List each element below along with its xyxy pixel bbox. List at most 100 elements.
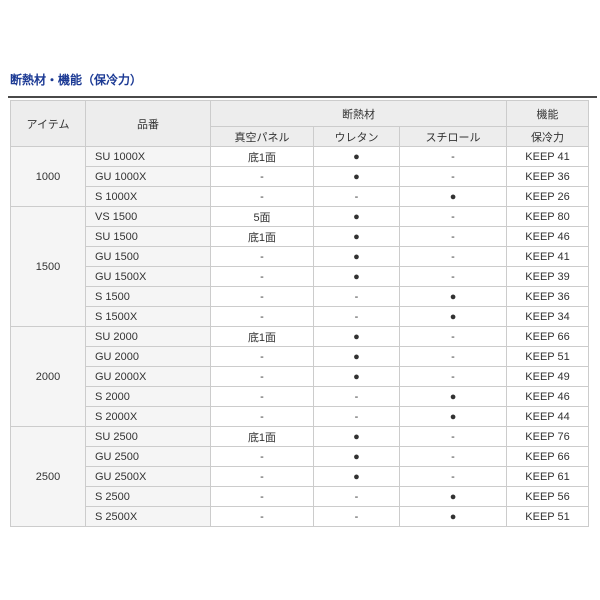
urethane-cell: ● (313, 166, 400, 187)
spec-table: アイテム 品番 断熱材 機能 真空パネル ウレタン スチロール 保冷力 1000… (10, 100, 590, 527)
table-row: GU 2500- ● - KEEP 66 (11, 446, 590, 467)
keep-value-cell: KEEP 36 (506, 286, 590, 307)
vacuum-panel-cell: - (210, 186, 314, 207)
part-number-cell: GU 1500X (85, 266, 211, 287)
table-row: GU 1500X - ● - KEEP 39 (11, 266, 590, 287)
item-group-cell: 1000 (10, 146, 86, 207)
part-number-cell: S 2000X (85, 406, 211, 427)
item-group-cell: 2000 (10, 326, 86, 427)
vacuum-panel-cell: - (210, 446, 314, 467)
header-row-groups: アイテム 品番 断熱材 機能 (10, 100, 590, 147)
keep-value-cell: KEEP 56 (506, 486, 590, 507)
table-row: S 2500- - ● KEEP 56 (11, 486, 590, 507)
part-number-cell: S 2000 (85, 386, 211, 407)
styrofoam-cell: - (398, 146, 508, 167)
keep-value-cell: KEEP 49 (506, 366, 590, 387)
table-row: S 1500X - - ● KEEP 34 (11, 306, 590, 327)
vacuum-panel-cell: 底1面 (210, 226, 314, 247)
table-row: S 1500- - ● KEEP 36 (11, 286, 590, 307)
styrofoam-cell: - (398, 346, 508, 367)
table-row: SU 1500 底1面 ● - KEEP 46 (11, 226, 590, 247)
styrofoam-cell: - (398, 426, 508, 447)
styrofoam-cell: - (398, 266, 508, 287)
styrofoam-cell: ● (398, 306, 508, 327)
vacuum-panel-cell: 底1面 (210, 326, 314, 347)
part-number-cell: GU 2000 (85, 346, 211, 367)
vacuum-panel-cell: - (210, 286, 314, 307)
part-number-cell: VS 1500 (85, 206, 211, 227)
urethane-cell: - (313, 506, 400, 527)
keep-value-cell: KEEP 41 (506, 246, 590, 267)
styrofoam-cell: ● (398, 506, 508, 527)
styrofoam-cell: - (398, 246, 508, 267)
urethane-cell: - (313, 406, 400, 427)
keep-value-cell: KEEP 44 (506, 406, 590, 427)
table-row: S 2500X - - ● KEEP 51 (11, 506, 590, 527)
part-number-cell: GU 2500X (85, 466, 211, 487)
vacuum-panel-cell: - (210, 486, 314, 507)
header-row-columns: 真空パネル ウレタン スチロール 保冷力 (11, 126, 590, 147)
header-item: アイテム (10, 100, 86, 147)
item-group-cell: 1500 (10, 206, 86, 327)
vacuum-panel-cell: - (210, 366, 314, 387)
table-row: GU 1500- ● - KEEP 41 (11, 246, 590, 267)
keep-value-cell: KEEP 39 (506, 266, 590, 287)
urethane-cell: - (313, 386, 400, 407)
table-row: S 2000- - ● KEEP 46 (11, 386, 590, 407)
spec-table-header: アイテム 品番 断熱材 機能 真空パネル ウレタン スチロール 保冷力 (10, 100, 590, 147)
urethane-cell: - (313, 306, 400, 327)
keep-value-cell: KEEP 51 (506, 506, 590, 527)
page-title: 断熱材・機能（保冷力） (10, 73, 143, 87)
header-urethane: ウレタン (313, 126, 400, 147)
keep-value-cell: KEEP 46 (506, 226, 590, 247)
styrofoam-cell: ● (398, 386, 508, 407)
vacuum-panel-cell: - (210, 406, 314, 427)
header-part-number: 品番 (85, 100, 211, 147)
table-row: 2500 SU 2500 底1面 ● - KEEP 76 (10, 426, 590, 527)
vacuum-panel-cell: - (210, 346, 314, 367)
part-number-cell: S 1500X (85, 306, 211, 327)
part-number-cell: SU 2500 (85, 426, 211, 447)
keep-value-cell: KEEP 51 (506, 346, 590, 367)
item-group-cell: 2500 (10, 426, 86, 527)
part-number-cell: S 1500 (85, 286, 211, 307)
styrofoam-cell: - (398, 366, 508, 387)
header-keep-capacity: 保冷力 (506, 126, 590, 147)
title-divider (8, 96, 597, 98)
vacuum-panel-cell: - (210, 506, 314, 527)
header-insulation-group: 断熱材 (209, 100, 508, 127)
vacuum-panel-cell: - (210, 466, 314, 487)
table-row: GU 2500X - ● - KEEP 61 (11, 466, 590, 487)
keep-value-cell: KEEP 80 (506, 206, 590, 227)
part-number-cell: SU 1000X (85, 146, 211, 167)
table-row: S 1000X - - ● KEEP 26 (11, 186, 590, 207)
styrofoam-cell: - (398, 166, 508, 187)
styrofoam-cell: ● (398, 186, 508, 207)
urethane-cell: ● (313, 346, 400, 367)
styrofoam-cell: - (398, 466, 508, 487)
styrofoam-cell: - (398, 446, 508, 467)
urethane-cell: - (313, 186, 400, 207)
keep-value-cell: KEEP 66 (506, 326, 590, 347)
keep-value-cell: KEEP 36 (506, 166, 590, 187)
part-number-cell: S 2500 (85, 486, 211, 507)
vacuum-panel-cell: 5面 (210, 206, 314, 227)
urethane-cell: ● (313, 366, 400, 387)
vacuum-panel-cell: 底1面 (210, 146, 314, 167)
urethane-cell: - (313, 286, 400, 307)
keep-value-cell: KEEP 61 (506, 466, 590, 487)
table-body: 1000 SU 1000X 底1面 ● - KEEP 41 GU 1000X - ● - KEEP … (10, 146, 590, 527)
table-row: GU 2000X - ● - KEEP 49 (11, 366, 590, 387)
vacuum-panel-cell: 底1面 (210, 426, 314, 447)
vacuum-panel-cell: - (210, 246, 314, 267)
vacuum-panel-cell: - (210, 386, 314, 407)
part-number-cell: SU 2000 (85, 326, 211, 347)
urethane-cell: ● (313, 326, 400, 347)
styrofoam-cell: ● (398, 406, 508, 427)
urethane-cell: ● (313, 466, 400, 487)
urethane-cell: ● (313, 246, 400, 267)
table-row: 1000 SU 1000X 底1面 ● - KEEP 41 (10, 146, 590, 207)
keep-value-cell: KEEP 41 (506, 146, 590, 167)
urethane-cell: ● (313, 226, 400, 247)
part-number-cell: GU 2500 (85, 446, 211, 467)
